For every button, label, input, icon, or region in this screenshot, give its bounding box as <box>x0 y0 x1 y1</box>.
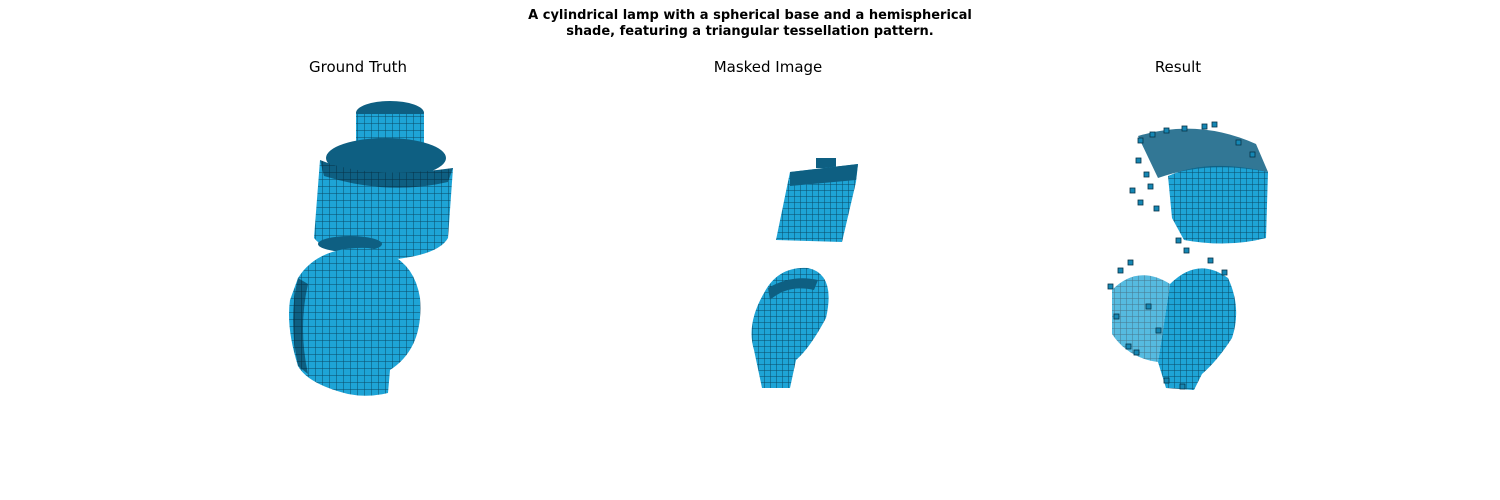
figure-caption: A cylindrical lamp with a spherical base… <box>0 8 1500 40</box>
masked-base-fragment <box>751 267 829 388</box>
masked-image-panel: Masked Image <box>578 58 958 478</box>
caption-line-2: shade, featuring a triangular tessellati… <box>566 24 934 39</box>
result-shade-shape <box>1129 121 1268 254</box>
ground-truth-panel: Ground Truth <box>168 58 548 478</box>
result-voxel-render <box>1107 121 1268 390</box>
lamp-base-shape <box>289 236 421 396</box>
masked-shade-fragment <box>776 158 858 242</box>
masked-image-voxel-render <box>751 158 858 388</box>
result-base-shape <box>1107 257 1237 390</box>
ground-truth-voxel-render <box>289 101 453 396</box>
result-panel: Result <box>988 58 1368 478</box>
lamp-shade-shape <box>314 101 453 260</box>
ground-truth-title: Ground Truth <box>309 58 407 76</box>
result-title: Result <box>1154 58 1202 76</box>
caption-line-1: A cylindrical lamp with a spherical base… <box>528 8 972 23</box>
masked-image-title: Masked Image <box>713 58 823 76</box>
